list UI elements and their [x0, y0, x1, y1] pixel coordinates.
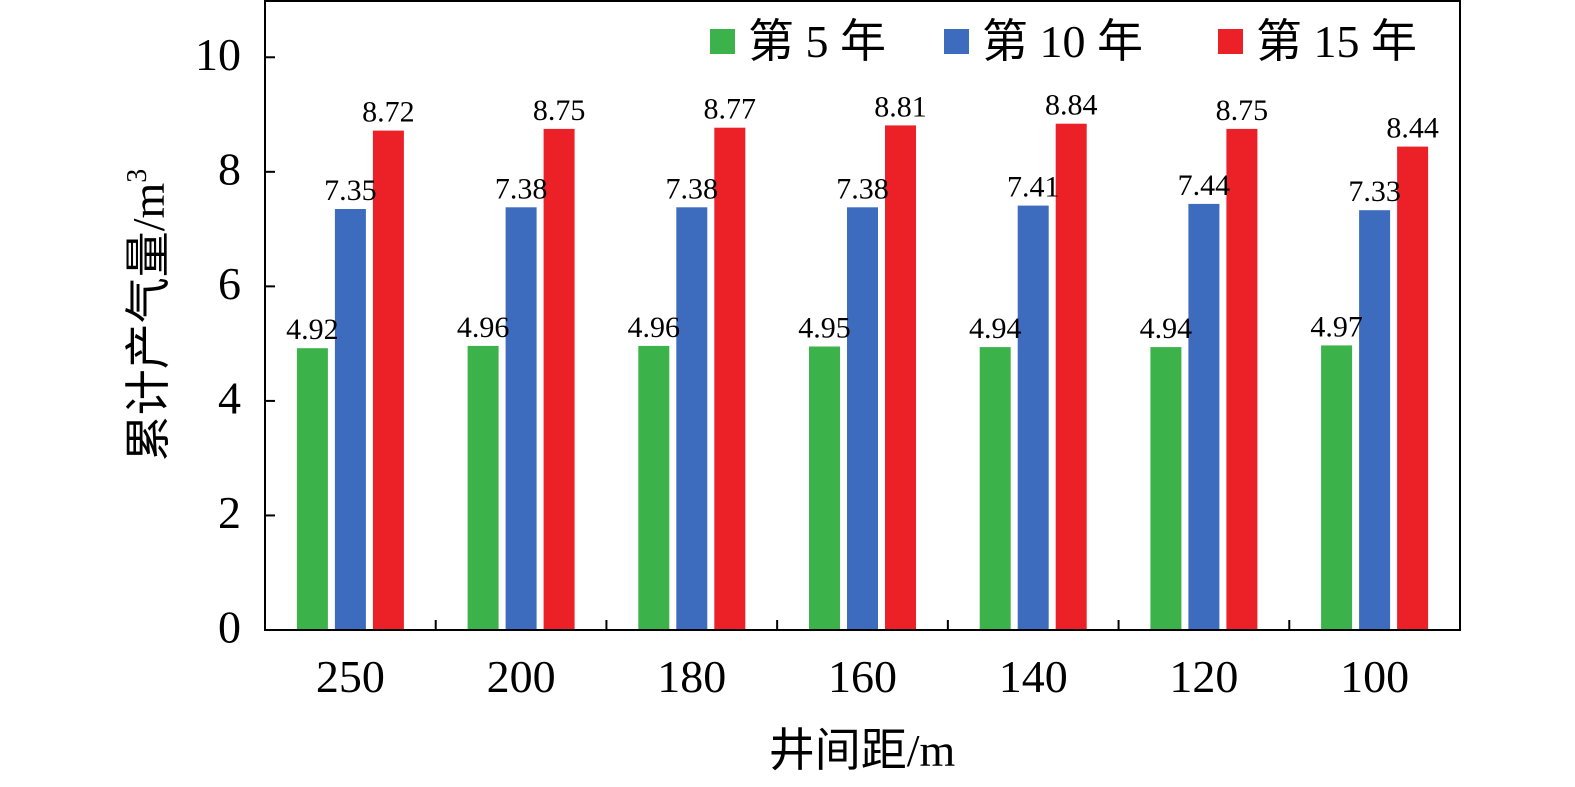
bar-200-series-2 — [505, 207, 537, 631]
data-label-160-series-1: 4.95 — [798, 312, 851, 345]
data-label-180-series-1: 4.96 — [628, 311, 681, 344]
data-label-100-series-3: 8.44 — [1386, 112, 1439, 145]
bar-200-series-1 — [467, 345, 499, 630]
data-label-180-series-3: 8.77 — [704, 93, 757, 126]
y-axis-title-group: 累计产气量/m3 — [122, 169, 174, 462]
bar-140-series-1 — [979, 347, 1011, 630]
legend-label-series-3: 第 15 年 — [1256, 16, 1417, 67]
y-axis-title: 累计产气量/m3 — [122, 169, 174, 462]
x-tick-label-180: 180 — [657, 651, 726, 702]
data-label-100-series-2: 7.33 — [1348, 175, 1401, 208]
y-axis-title-superscript: 3 — [122, 169, 153, 183]
x-axis-title: 井间距/m — [769, 725, 956, 776]
bar-100-series-3 — [1397, 146, 1429, 630]
legend-swatch-series-1 — [710, 29, 735, 54]
bar-200-series-3 — [543, 128, 575, 630]
bar-250-series-3 — [372, 130, 404, 630]
bar-120-series-2 — [1188, 203, 1220, 630]
data-label-200-series-2: 7.38 — [495, 172, 548, 205]
data-label-120-series-3: 8.75 — [1216, 94, 1269, 127]
bar-250-series-2 — [334, 209, 366, 630]
data-label-160-series-3: 8.81 — [874, 90, 927, 123]
bar-120-series-1 — [1150, 347, 1182, 630]
bar-120-series-3 — [1226, 128, 1258, 630]
x-tick-label-120: 120 — [1169, 651, 1238, 702]
axes-layer: 0 2 4 6 8 10 250 200 180 160 140 120 100 — [195, 0, 1461, 702]
x-tick-label-250: 250 — [316, 651, 385, 702]
legend-label-series-1: 第 5 年 — [748, 16, 886, 67]
bar-140-series-2 — [1017, 205, 1049, 630]
data-label-140-series-3: 8.84 — [1045, 89, 1098, 122]
bar-160-series-2 — [847, 207, 878, 631]
data-label-120-series-1: 4.94 — [1140, 312, 1193, 345]
y-axis-title-main: 累计产气量/m — [123, 183, 174, 462]
bar-180-series-3 — [714, 127, 746, 630]
y-tick-label-10: 10 — [195, 29, 241, 80]
bar-140-series-3 — [1055, 123, 1087, 630]
bars-layer — [296, 123, 1429, 631]
legend: 第 5 年 第 10 年 第 15 年 — [710, 16, 1417, 67]
plot-frame — [264, 0, 1461, 631]
y-tick-label-4: 4 — [218, 372, 241, 423]
x-tick-label-200: 200 — [487, 651, 556, 702]
data-label-140-series-2: 7.41 — [1007, 171, 1060, 204]
bar-250-series-1 — [296, 348, 328, 630]
x-tick-label-160: 160 — [828, 651, 897, 702]
bar-160-series-1 — [809, 346, 840, 630]
value-labels-layer: 4.92 7.35 8.72 4.96 7.38 8.75 4.96 7.38 8.77 4.95… — [286, 89, 1439, 347]
data-label-100-series-1: 4.97 — [1310, 310, 1363, 343]
y-tick-label-2: 2 — [218, 487, 241, 538]
data-label-250-series-2: 7.35 — [324, 174, 377, 207]
legend-label-series-2: 第 10 年 — [982, 16, 1143, 67]
data-label-180-series-2: 7.38 — [666, 172, 719, 205]
y-tick-label-8: 8 — [218, 143, 241, 194]
data-label-200-series-3: 8.75 — [533, 94, 586, 127]
data-label-250-series-3: 8.72 — [362, 96, 415, 129]
bar-160-series-3 — [885, 125, 916, 631]
legend-swatch-series-2 — [944, 29, 969, 54]
y-tick-label-6: 6 — [218, 258, 241, 309]
data-label-120-series-2: 7.44 — [1178, 169, 1231, 202]
x-tick-label-100: 100 — [1340, 651, 1409, 702]
bar-180-series-1 — [638, 345, 670, 630]
data-label-200-series-1: 4.96 — [457, 311, 510, 344]
data-label-160-series-2: 7.38 — [836, 172, 889, 205]
bar-100-series-1 — [1321, 345, 1353, 630]
y-tick-label-0: 0 — [218, 602, 241, 653]
data-label-140-series-1: 4.94 — [969, 312, 1022, 345]
bar-100-series-2 — [1359, 210, 1391, 630]
data-label-250-series-1: 4.92 — [286, 313, 339, 346]
x-tick-label-140: 140 — [999, 651, 1068, 702]
legend-swatch-series-3 — [1218, 29, 1243, 54]
bar-180-series-2 — [676, 207, 708, 631]
